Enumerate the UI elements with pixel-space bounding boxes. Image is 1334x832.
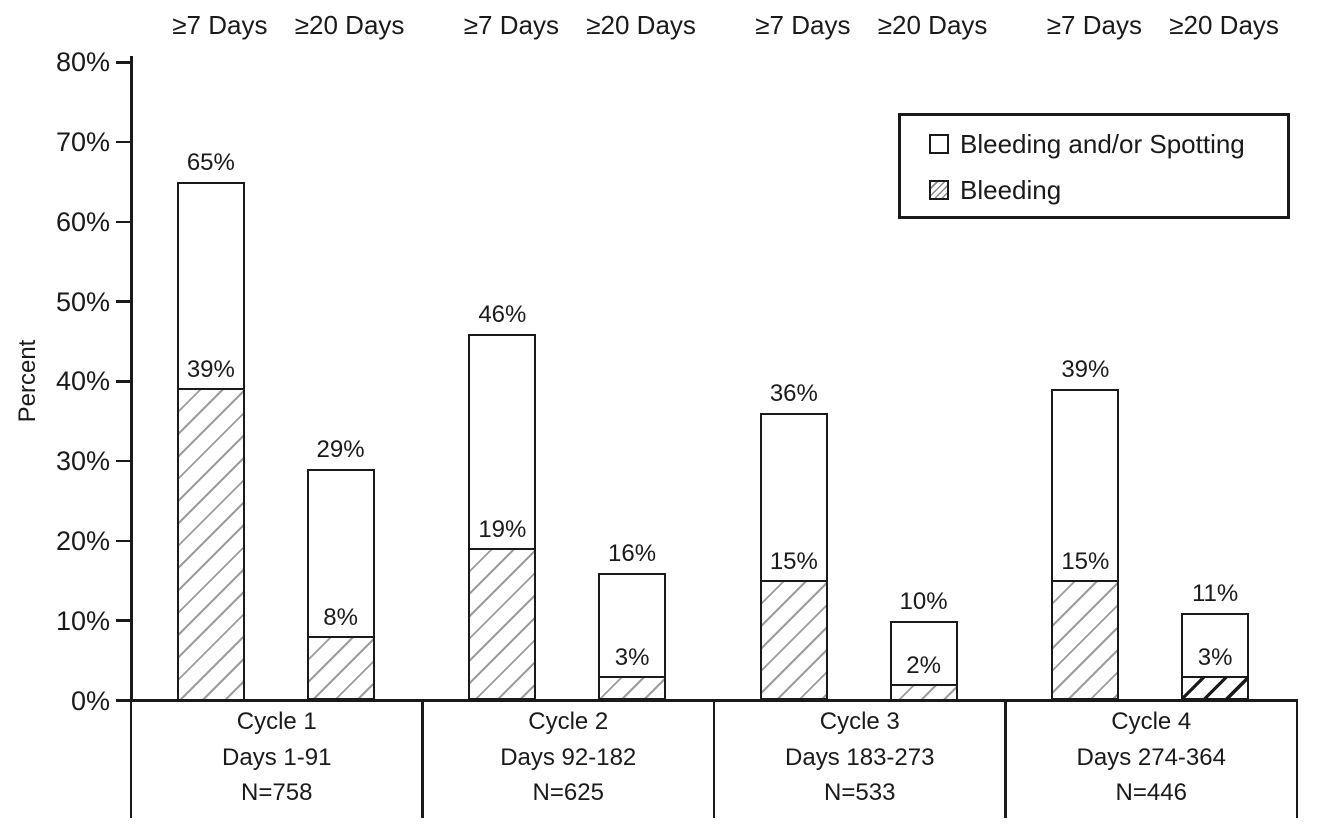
bleeding-label-cycle4-ge20days: 3% (1197, 643, 1233, 671)
cycle-band-separator (712, 700, 716, 818)
cycle-n-label: N=625 (532, 779, 604, 806)
column-header-cycle3-ge7days: ≥7 Days (755, 10, 851, 40)
column-header-cycle1-ge20days: ≥20 Days (294, 10, 405, 40)
y-tick-mark (116, 140, 130, 144)
bleeding-segment-cycle2-ge7days (470, 547, 535, 699)
bar-cycle1-ge20days (306, 469, 375, 701)
y-tick-label: 40% (55, 366, 110, 397)
cycle-days-label: Days 1-91 (222, 743, 332, 771)
bar-cycle4-ge7days (1051, 389, 1120, 701)
legend-item-bleeding-and-or-spotting: Bleeding and/or Spotting (929, 131, 1287, 157)
y-tick-label: 60% (55, 206, 110, 237)
y-tick-mark (116, 380, 130, 383)
bleeding-label-cycle3-ge20days: 2% (906, 651, 941, 679)
bar-cycle2-ge7days (468, 333, 537, 701)
y-tick-mark (116, 300, 130, 303)
y-tick-mark (116, 699, 130, 702)
bleeding-segment-cycle4-ge7days (1053, 579, 1118, 699)
cycle-label: Cycle 3 (819, 708, 900, 735)
bar-cycle3-ge20days (889, 620, 958, 701)
y-tick-label: 70% (55, 127, 110, 158)
legend: Bleeding and/or Spotting Bleeding (898, 113, 1290, 219)
bar-cycle2-ge20days (598, 572, 667, 701)
bleeding-label-cycle1-ge20days: 8% (323, 603, 358, 631)
cycle-n-label: N=446 (1115, 779, 1187, 806)
total-label-cycle3-ge20days: 10% (899, 587, 948, 615)
y-tick-label: 20% (55, 525, 110, 556)
cycle-band-separator (129, 700, 133, 818)
bleeding-label-cycle3-ge7days: 15% (769, 547, 818, 575)
cycle-band-separator (421, 700, 424, 818)
cycle-days-label: Days 183-273 (785, 743, 935, 771)
cycle-label: Cycle 1 (236, 708, 317, 735)
y-tick-mark (116, 619, 130, 622)
bleeding-label-cycle2-ge20days: 3% (614, 643, 650, 671)
column-header-cycle2-ge7days: ≥7 Days (463, 10, 559, 40)
legend-label: Bleeding (960, 175, 1062, 205)
hatched-square-swatch-icon (929, 180, 949, 200)
y-tick-label: 10% (55, 605, 110, 636)
y-tick-label: 30% (55, 446, 110, 477)
cycle-days-label: Days 274-364 (1076, 743, 1226, 771)
total-label-cycle3-ge7days: 36% (769, 380, 818, 408)
cycle-days-label: Days 92-182 (500, 743, 637, 771)
bleeding-label-cycle1-ge7days: 39% (186, 356, 235, 384)
total-label-cycle2-ge7days: 46% (478, 300, 527, 328)
total-label-cycle2-ge20days: 16% (608, 539, 657, 567)
total-label-cycle1-ge7days: 65% (186, 148, 235, 176)
total-label-cycle4-ge20days: 11% (1191, 579, 1239, 607)
column-header-cycle3-ge20days: ≥20 Days (877, 10, 988, 40)
bleeding-segment-cycle4-ge20days (1183, 675, 1248, 699)
legend-label: Bleeding and/or Spotting (960, 129, 1245, 159)
bleeding-segment-cycle3-ge7days (761, 579, 826, 699)
y-tick-mark (116, 459, 130, 463)
bar-cycle4-ge20days (1181, 612, 1250, 701)
y-tick-label: 50% (55, 286, 110, 317)
cycle-n-label: N=533 (824, 779, 896, 806)
column-header-cycle1-ge7days: ≥7 Days (172, 10, 268, 40)
y-tick-mark (116, 539, 130, 543)
bar-cycle1-ge7days (176, 181, 245, 701)
legend-item-bleeding: Bleeding (929, 177, 1287, 203)
cycle-label: Cycle 2 (528, 708, 609, 735)
cycle-band-separator (1295, 700, 1299, 818)
bleeding-label-cycle2-ge7days: 19% (478, 515, 527, 543)
column-header-cycle4-ge7days: ≥7 Days (1046, 10, 1142, 40)
y-tick-mark (116, 61, 130, 64)
white-square-swatch-icon (929, 134, 949, 154)
bleeding-segment-cycle3-ge20days (891, 683, 956, 699)
cycle-label: Cycle 4 (1111, 708, 1192, 735)
y-tick-mark (116, 220, 130, 224)
y-tick-label: 0% (70, 685, 110, 716)
total-label-cycle4-ge7days: 39% (1061, 356, 1110, 384)
column-header-cycle2-ge20days: ≥20 Days (586, 10, 696, 40)
bar-cycle3-ge7days (759, 413, 828, 701)
bleeding-label-cycle4-ge7days: 15% (1061, 547, 1110, 575)
total-label-cycle1-ge20days: 29% (316, 436, 365, 464)
bleeding-segment-cycle1-ge20days (308, 635, 373, 699)
y-axis-line (130, 56, 133, 702)
bleeding-segment-cycle2-ge20days (600, 675, 665, 699)
y-tick-label: 80% (55, 47, 110, 78)
bleeding-segment-cycle1-ge7days (178, 388, 243, 699)
cycle-n-label: N=758 (241, 779, 313, 806)
column-header-cycle4-ge20days: ≥20 Days (1169, 10, 1279, 40)
cycle-band-separator (1004, 700, 1007, 818)
